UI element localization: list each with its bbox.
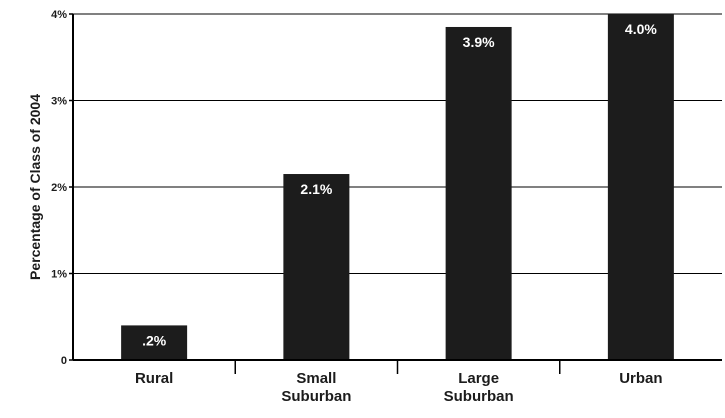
x-tick-label: Rural [135, 370, 173, 387]
x-tick-label: Small [296, 370, 336, 387]
y-tick-label: 2% [51, 182, 67, 194]
y-tick-label: 4% [51, 9, 67, 21]
x-tick-label: Large [458, 370, 499, 387]
x-tick-label: Urban [619, 370, 662, 387]
bar [445, 26, 512, 360]
bar [283, 174, 350, 360]
data-label: 4.0% [625, 21, 657, 37]
bar [121, 325, 188, 360]
data-label: 2.1% [300, 181, 332, 197]
y-axis-label: Percentage of Class of 2004 [27, 94, 43, 280]
labels: 01%2%3%4%.2%Rural2.1%SmallSuburban3.9%La… [51, 9, 662, 405]
y-tick-label: 3% [51, 96, 67, 108]
data-label: 3.9% [463, 34, 495, 50]
data-label: .2% [142, 332, 167, 348]
y-tick-label: 0 [61, 355, 67, 367]
bar [607, 14, 674, 360]
x-tick-label: Suburban [281, 388, 351, 405]
axes [69, 13, 722, 374]
x-tick-label: Suburban [444, 388, 514, 405]
bars [121, 14, 674, 360]
y-tick-label: 1% [51, 269, 67, 281]
